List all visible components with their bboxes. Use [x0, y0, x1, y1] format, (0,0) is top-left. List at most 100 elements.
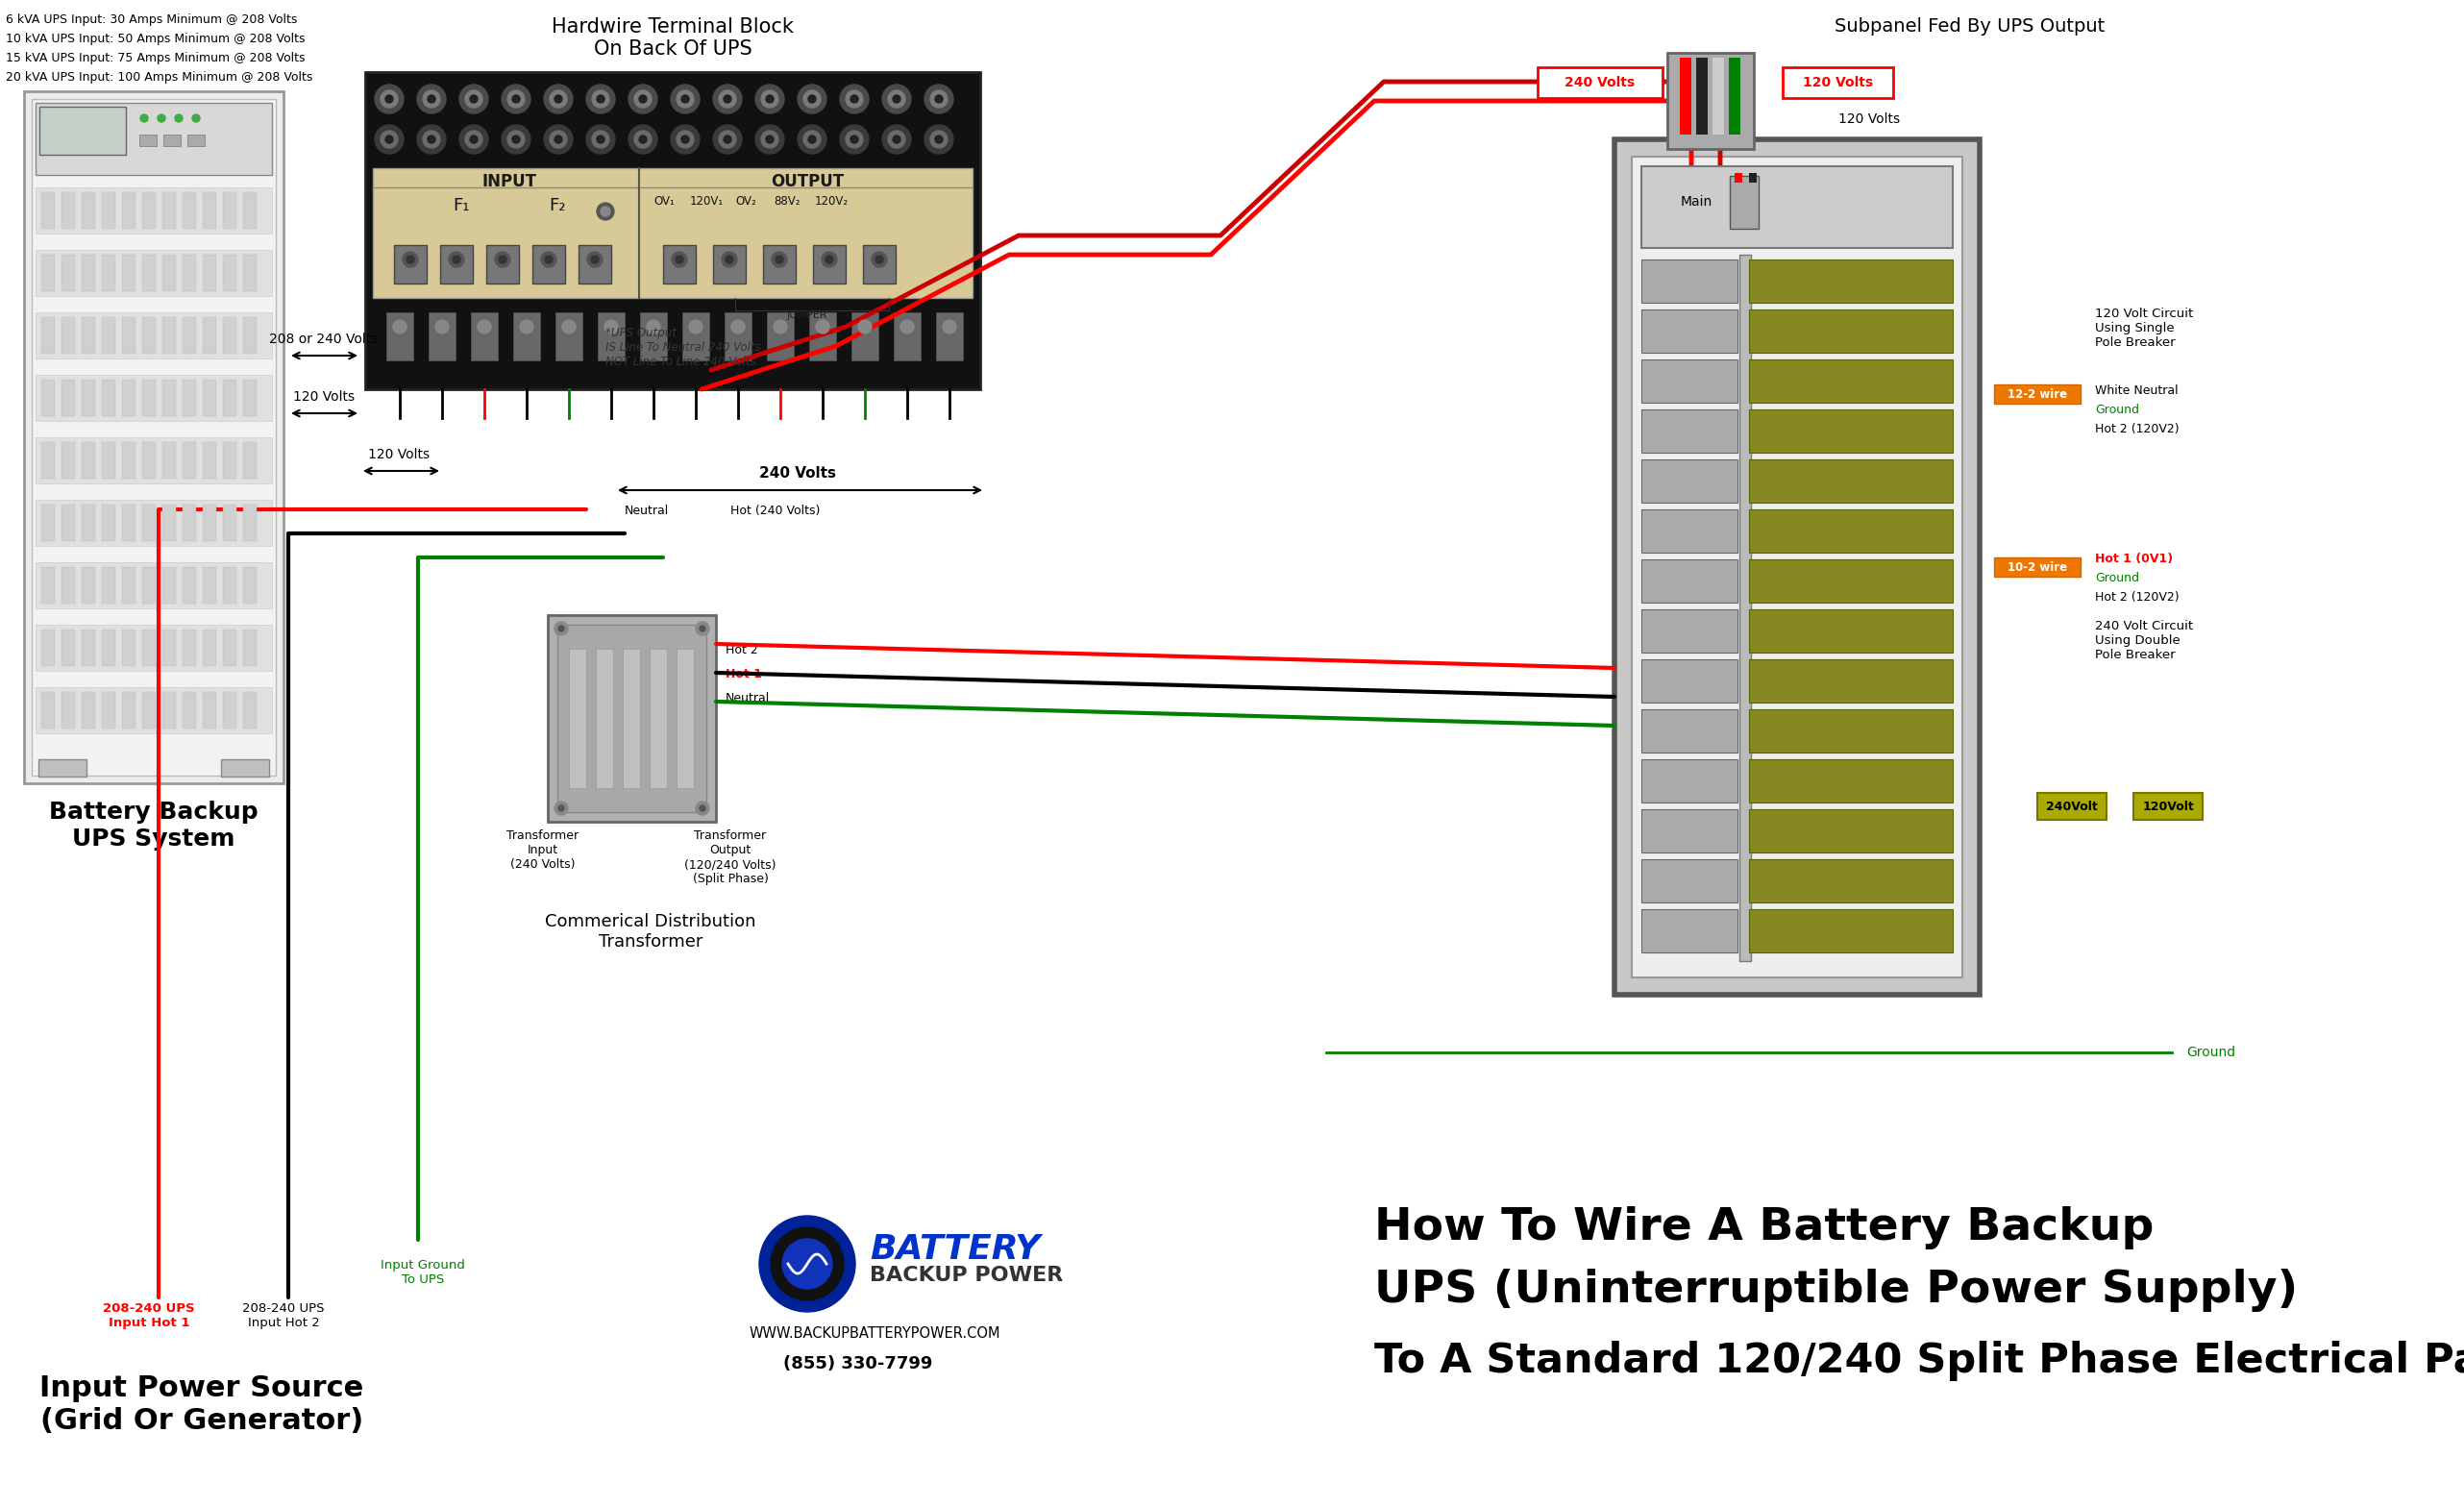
Bar: [182, 316, 197, 354]
Text: 240 Volts: 240 Volts: [1565, 75, 1636, 89]
Bar: [1712, 57, 1725, 134]
Bar: [394, 246, 426, 283]
Bar: [222, 442, 237, 479]
Bar: [1641, 710, 1737, 752]
Circle shape: [586, 125, 616, 154]
Bar: [182, 692, 197, 728]
Text: BACKUP POWER: BACKUP POWER: [870, 1266, 1062, 1285]
Bar: [766, 312, 793, 360]
Bar: [101, 316, 116, 354]
Bar: [42, 505, 54, 541]
Bar: [163, 316, 175, 354]
Circle shape: [175, 115, 182, 122]
Bar: [182, 380, 197, 416]
Bar: [244, 692, 256, 728]
Bar: [123, 380, 136, 416]
Bar: [1735, 173, 1742, 182]
Bar: [244, 380, 256, 416]
Circle shape: [508, 131, 525, 148]
Bar: [62, 630, 74, 666]
Circle shape: [670, 84, 700, 113]
Bar: [1641, 460, 1737, 503]
Bar: [42, 193, 54, 229]
Bar: [579, 246, 611, 283]
Bar: [42, 442, 54, 479]
Bar: [1641, 309, 1737, 353]
Bar: [1993, 384, 2080, 404]
Bar: [34, 187, 271, 234]
Text: 120V₂: 120V₂: [816, 194, 848, 208]
Circle shape: [887, 131, 904, 148]
Circle shape: [646, 319, 660, 333]
Circle shape: [931, 131, 949, 148]
Circle shape: [944, 319, 956, 333]
Bar: [81, 505, 96, 541]
Circle shape: [845, 90, 862, 107]
Bar: [554, 312, 582, 360]
Circle shape: [712, 84, 742, 113]
Bar: [182, 255, 197, 291]
Circle shape: [559, 625, 564, 631]
Circle shape: [776, 256, 784, 264]
Bar: [163, 193, 175, 229]
Circle shape: [774, 319, 786, 333]
Bar: [547, 615, 717, 821]
Bar: [163, 255, 175, 291]
Bar: [202, 380, 217, 416]
Circle shape: [766, 136, 774, 143]
Bar: [1641, 559, 1737, 603]
Bar: [143, 692, 155, 728]
Text: Hot 1 (0V1): Hot 1 (0V1): [2094, 553, 2173, 565]
Circle shape: [892, 95, 899, 102]
Circle shape: [379, 131, 397, 148]
Circle shape: [924, 84, 954, 113]
Bar: [1631, 157, 1961, 978]
Bar: [143, 630, 155, 666]
Circle shape: [892, 136, 899, 143]
Circle shape: [604, 319, 618, 333]
Circle shape: [498, 256, 508, 264]
Bar: [62, 193, 74, 229]
Bar: [764, 246, 796, 283]
Circle shape: [924, 125, 954, 154]
Bar: [25, 92, 283, 784]
Circle shape: [683, 136, 690, 143]
Circle shape: [545, 125, 572, 154]
Text: Hot 2 (120V2): Hot 2 (120V2): [2094, 423, 2178, 436]
Bar: [202, 442, 217, 479]
Text: Input Power Source
(Grid Or Generator): Input Power Source (Grid Or Generator): [39, 1374, 365, 1435]
Text: OV₁: OV₁: [653, 194, 675, 208]
Circle shape: [759, 1216, 855, 1313]
Bar: [222, 505, 237, 541]
Circle shape: [545, 256, 552, 264]
Text: Ground: Ground: [2094, 571, 2139, 585]
Circle shape: [724, 256, 734, 264]
Circle shape: [591, 256, 599, 264]
Circle shape: [670, 125, 700, 154]
Circle shape: [416, 84, 446, 113]
Circle shape: [882, 125, 912, 154]
Bar: [42, 255, 54, 291]
Bar: [599, 312, 626, 360]
Bar: [471, 312, 498, 360]
Circle shape: [875, 256, 882, 264]
Bar: [222, 567, 237, 604]
Circle shape: [140, 115, 148, 122]
Circle shape: [586, 84, 616, 113]
Bar: [1740, 255, 1752, 961]
Text: Ground: Ground: [2186, 1046, 2235, 1059]
Bar: [42, 567, 54, 604]
Bar: [34, 312, 271, 359]
Circle shape: [192, 115, 200, 122]
Bar: [62, 380, 74, 416]
Bar: [1730, 57, 1740, 134]
Bar: [101, 567, 116, 604]
Bar: [244, 316, 256, 354]
Bar: [163, 630, 175, 666]
Bar: [557, 625, 707, 812]
Bar: [123, 692, 136, 728]
Bar: [441, 246, 473, 283]
Circle shape: [586, 252, 604, 267]
Bar: [34, 250, 271, 295]
Bar: [244, 630, 256, 666]
